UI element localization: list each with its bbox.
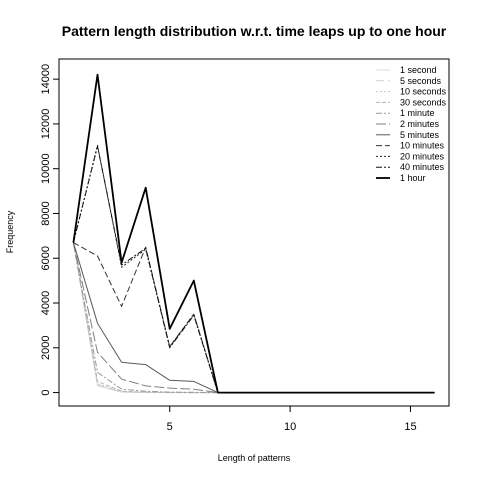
y-tick-label: 0: [40, 390, 52, 396]
y-axis-label: Frequency: [5, 210, 15, 253]
legend-label: 5 minutes: [400, 130, 440, 140]
y-tick-label: 8000: [40, 201, 52, 225]
legend-label: 10 seconds: [400, 87, 447, 97]
y-tick-label: 4000: [40, 291, 52, 315]
series-lines: [72, 73, 435, 394]
legend-label: 30 seconds: [400, 97, 447, 107]
legend-label: 1 minute: [400, 108, 435, 118]
legend-label: 10 minutes: [400, 141, 445, 151]
x-tick-label: 10: [284, 421, 296, 433]
plot-frame: [58, 58, 450, 407]
y-tick-label: 6000: [40, 246, 52, 270]
x-tick-label: 5: [167, 421, 173, 433]
legend-label: 5 seconds: [400, 76, 442, 86]
y-tick-label: 12000: [40, 109, 52, 140]
y-tick-label: 14000: [40, 64, 52, 95]
legend-label: 2 minutes: [400, 119, 440, 129]
series-line-1-hour: [72, 73, 435, 394]
legend-label: 20 minutes: [400, 151, 445, 161]
y-tick-label: 10000: [40, 153, 52, 184]
axes: 5 10 15 0 2000 4000 6000 8000 10000 12000 14000: [40, 64, 417, 433]
legend-label: 1 second: [400, 65, 437, 75]
x-tick-label: 15: [404, 421, 416, 433]
x-axis-label: Length of patterns: [218, 453, 291, 463]
chart-title: Pattern length distribution w.r.t. time …: [62, 23, 447, 39]
legend-label: 1 hour: [400, 173, 426, 183]
y-tick-label: 2000: [40, 336, 52, 360]
legend-label: 40 minutes: [400, 162, 445, 172]
